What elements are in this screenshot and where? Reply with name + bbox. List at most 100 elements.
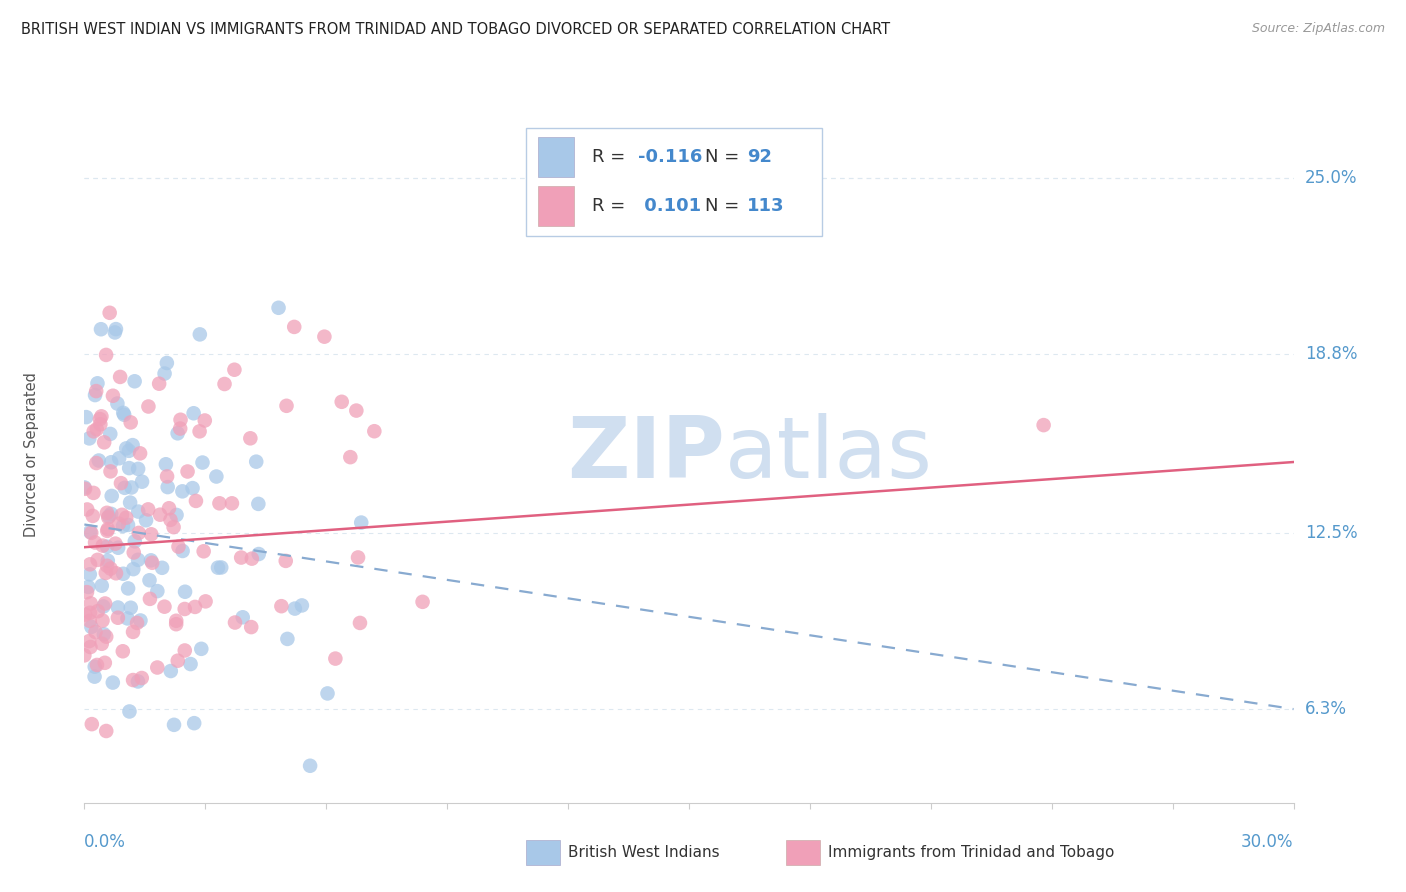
Point <box>194 413 217 427</box>
Point <box>173 643 195 657</box>
Point <box>86 376 108 391</box>
Point <box>350 516 373 530</box>
Point <box>94 348 117 362</box>
Point <box>128 525 150 540</box>
Point <box>114 481 136 495</box>
Text: 25.0%: 25.0% <box>1305 169 1357 187</box>
Point <box>316 686 339 700</box>
Point <box>122 562 145 576</box>
Point <box>156 469 179 483</box>
Point <box>96 724 118 739</box>
Point <box>166 508 188 522</box>
Point <box>111 644 134 658</box>
Point <box>136 502 159 516</box>
Point <box>240 551 263 566</box>
Point <box>84 535 107 549</box>
Point <box>209 560 232 574</box>
Point <box>83 670 105 684</box>
Text: BRITISH WEST INDIAN VS IMMIGRANTS FROM TRINIDAD AND TOBAGO DIVORCED OR SEPARATED: BRITISH WEST INDIAN VS IMMIGRANTS FROM T… <box>21 22 890 37</box>
Text: Immigrants from Trinidad and Tobago: Immigrants from Trinidad and Tobago <box>828 846 1115 861</box>
Point <box>86 456 108 470</box>
Point <box>121 438 143 452</box>
Point <box>79 567 101 582</box>
Point <box>347 550 370 565</box>
Point <box>104 566 127 581</box>
Point <box>124 534 146 549</box>
Text: 12.5%: 12.5% <box>1305 524 1357 542</box>
Point <box>190 641 212 656</box>
Point <box>84 625 107 640</box>
Text: Source: ZipAtlas.com: Source: ZipAtlas.com <box>1251 22 1385 36</box>
Text: N =: N = <box>704 197 745 215</box>
Point <box>87 453 110 467</box>
Point <box>80 717 103 731</box>
Bar <box>538 186 574 226</box>
Point <box>96 506 118 520</box>
Point <box>120 481 142 495</box>
Bar <box>786 840 820 865</box>
Text: 113: 113 <box>747 197 785 215</box>
Point <box>127 553 149 567</box>
Point <box>107 611 129 625</box>
Point <box>224 362 246 376</box>
Point <box>157 501 180 516</box>
Point <box>283 319 305 334</box>
Point <box>138 400 160 414</box>
Point <box>150 561 173 575</box>
Point <box>131 671 153 685</box>
Point <box>181 481 204 495</box>
Point <box>87 604 110 618</box>
Point <box>93 599 115 614</box>
Point <box>82 486 104 500</box>
Text: 92: 92 <box>747 148 772 166</box>
Point <box>363 424 385 438</box>
Point <box>96 524 118 538</box>
Point <box>156 356 179 370</box>
Point <box>79 614 101 628</box>
Point <box>79 524 101 539</box>
Point <box>79 606 101 620</box>
Point <box>180 657 202 671</box>
Text: 6.3%: 6.3% <box>1305 700 1347 718</box>
Point <box>73 648 96 663</box>
Point <box>276 632 298 646</box>
Point <box>96 630 118 644</box>
Point <box>172 544 194 558</box>
Point <box>176 465 198 479</box>
Point <box>156 480 179 494</box>
Point <box>112 408 135 422</box>
Text: atlas: atlas <box>725 413 934 497</box>
Point <box>93 435 115 450</box>
Point <box>94 656 117 670</box>
Point <box>344 403 367 417</box>
Point <box>122 545 145 559</box>
Point <box>107 541 129 555</box>
Text: R =: R = <box>592 197 631 215</box>
Point <box>104 536 127 550</box>
Point <box>120 416 142 430</box>
Point <box>207 560 229 574</box>
Point <box>291 599 314 613</box>
Point <box>276 399 298 413</box>
Point <box>240 620 263 634</box>
Point <box>155 457 177 471</box>
Point <box>141 527 163 541</box>
Point <box>86 553 108 567</box>
Bar <box>526 840 560 865</box>
Point <box>83 425 105 439</box>
Point <box>100 489 122 503</box>
Point <box>173 602 195 616</box>
Point <box>163 718 186 732</box>
Point <box>98 509 121 524</box>
Point <box>94 566 117 580</box>
Point <box>232 610 254 624</box>
Point <box>80 620 103 634</box>
Point <box>122 673 145 687</box>
Point <box>183 716 205 731</box>
Point <box>166 426 188 441</box>
Point <box>224 615 246 630</box>
Point <box>100 455 122 469</box>
Point <box>165 614 187 628</box>
Bar <box>538 137 574 178</box>
Point <box>184 599 207 614</box>
